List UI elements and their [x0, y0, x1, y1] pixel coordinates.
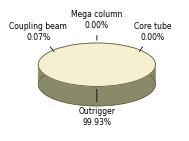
Text: Mega column
0.00%: Mega column 0.00% [71, 10, 122, 40]
Polygon shape [38, 65, 155, 106]
Polygon shape [38, 43, 155, 86]
Text: Outrigger
99.93%: Outrigger 99.93% [78, 89, 115, 126]
Text: Coupling beam
0.07%: Coupling beam 0.07% [9, 22, 67, 52]
Text: Core tube
0.00%: Core tube 0.00% [134, 22, 171, 51]
